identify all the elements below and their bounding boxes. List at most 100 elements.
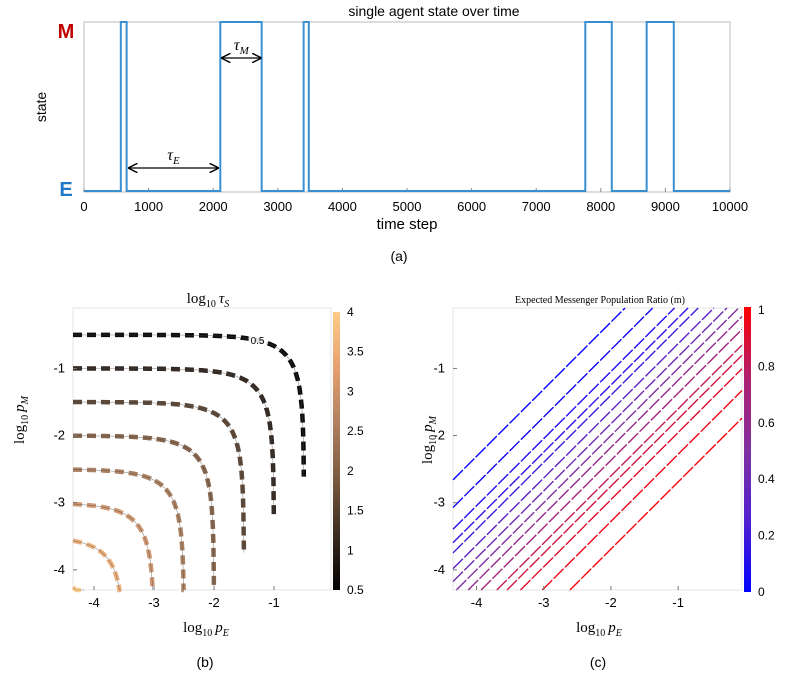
panel-c-ylabel: log10 pM bbox=[420, 415, 439, 464]
panel-c-ylabel-base: log bbox=[420, 444, 436, 464]
panel-a-xtick-label: 4000 bbox=[328, 199, 357, 214]
colorbar-tick-label: 0.8 bbox=[758, 359, 775, 373]
panel-b-axes: -4 -3 -2 -1 -1 -2 -3 -4 bbox=[53, 360, 279, 610]
contour-label-bg bbox=[248, 333, 267, 347]
panel-c-ylabel-sub: 10 bbox=[428, 435, 439, 445]
panel-b-title-sub: 10 bbox=[206, 299, 216, 310]
panel-b-title-var: τ bbox=[219, 291, 225, 307]
tau-m-label: τM bbox=[234, 37, 250, 57]
panel-a-title: single agent state over time bbox=[348, 3, 519, 19]
panel-c-ylabel-var-sub: M bbox=[428, 415, 439, 425]
xtick-label: -1 bbox=[268, 595, 280, 610]
panel-c-xlabel: log10 pE bbox=[576, 620, 622, 639]
contour-line-2 bbox=[72, 435, 215, 591]
panel-c-colorbar-ticks: 1 0.8 0.6 0.4 0.2 0 bbox=[758, 303, 775, 599]
contour-level-0.6 bbox=[467, 315, 743, 591]
colorbar-tick-label: 1 bbox=[347, 543, 354, 557]
colorbar-tick-label: 1.5 bbox=[347, 504, 364, 518]
contour-level-0.2 bbox=[452, 307, 699, 554]
panel-a-xtick-label: 9000 bbox=[651, 199, 680, 214]
colorbar-tick-label: 3 bbox=[347, 384, 354, 398]
colorbar-tick-label: 0.2 bbox=[758, 529, 775, 543]
colorbar-tick-label: 0.5 bbox=[347, 583, 364, 597]
panel-c-xlabel-sub: 10 bbox=[595, 628, 605, 639]
contour-level-0.15 bbox=[452, 307, 689, 544]
panel-a-xtick-label: 1000 bbox=[134, 199, 163, 214]
contour-line-1 bbox=[72, 368, 275, 515]
panel-b-contours bbox=[71, 332, 307, 593]
contour-level-0.95 bbox=[541, 390, 743, 591]
contour-level-0.98 bbox=[569, 417, 743, 591]
panel-c-axes: -4 -3 -2 -1 -1 -2 -3 -4 bbox=[433, 360, 683, 610]
contour-level-0.8 bbox=[496, 344, 743, 591]
panel-a-xtick-label: 0 bbox=[80, 199, 87, 214]
panel-a-frame bbox=[83, 21, 731, 193]
state-trace bbox=[84, 21, 730, 192]
xtick-label: -1 bbox=[672, 595, 684, 610]
panel-b-caption: (b) bbox=[196, 654, 213, 670]
contour-line-2.5 bbox=[72, 469, 184, 591]
panel-a-xlabel: time step bbox=[377, 216, 438, 233]
panel-a-xtick-label: 5000 bbox=[393, 199, 422, 214]
tau-e-sub: E bbox=[172, 155, 180, 167]
panel-c-plot-area bbox=[452, 307, 743, 591]
contour-level-0.9 bbox=[519, 368, 743, 591]
panel-b-ylabel: log10 pM bbox=[12, 395, 31, 444]
contour-level-0.7 bbox=[480, 328, 743, 591]
tau-m-sub: M bbox=[239, 45, 250, 57]
xtick-label: -2 bbox=[605, 595, 617, 610]
contour-line-3 bbox=[72, 503, 154, 591]
ytick-label: -4 bbox=[433, 562, 445, 577]
panel-a-caption: (a) bbox=[390, 248, 407, 264]
contour-level-0.05 bbox=[452, 307, 654, 508]
panel-b-xlabel-var: p bbox=[214, 620, 223, 636]
panel-a-annotations: τE τM bbox=[129, 37, 260, 168]
contour-level-0.5 bbox=[455, 307, 740, 591]
panel-b-colorbar bbox=[333, 312, 340, 590]
panel-a-xtick-label: 10000 bbox=[712, 199, 748, 214]
ytick-label: -1 bbox=[433, 360, 445, 375]
ytick-label: -2 bbox=[433, 428, 445, 443]
panel-a-xtick-label: 3000 bbox=[263, 199, 292, 214]
panel-c-contours bbox=[452, 307, 743, 591]
contour-level-0.3 bbox=[452, 307, 715, 570]
contour-line-4 bbox=[72, 586, 85, 591]
panel-b-ylabel-sub: 10 bbox=[20, 415, 31, 425]
panel-a-xtick-label: 7000 bbox=[522, 199, 551, 214]
xtick-label: -4 bbox=[88, 595, 100, 610]
panel-b-ylabel-var: p bbox=[12, 404, 28, 413]
panel-c-xlabel-var: p bbox=[607, 620, 616, 636]
panel-a-xtick-label: 6000 bbox=[457, 199, 486, 214]
panel-b-contour-labels: 0.5 bbox=[248, 333, 267, 347]
panel-b-title-var-sub: S bbox=[224, 299, 229, 310]
xtick-label: -2 bbox=[208, 595, 220, 610]
panel-b-xlabel-var-sub: E bbox=[222, 628, 229, 639]
tau-e-label: τE bbox=[167, 147, 180, 167]
colorbar-tick-label: 0.6 bbox=[758, 416, 775, 430]
panel-b-title: log10 τS bbox=[187, 291, 230, 310]
panel-b-ylabel-var-sub: M bbox=[20, 395, 31, 405]
panel-b-colorbar-ticks: 4 3.5 3 2.5 2 1.5 1 0.5 bbox=[347, 305, 364, 597]
ytick-label: -1 bbox=[53, 360, 65, 375]
ytick-label: -3 bbox=[433, 495, 445, 510]
contour-level-0.02 bbox=[452, 307, 626, 481]
panel-b-xlabel-base: log bbox=[183, 620, 203, 636]
panel-c-xlabel-var-sub: E bbox=[615, 628, 622, 639]
panel-a-xtick-label: 2000 bbox=[199, 199, 228, 214]
contour-label: 0.5 bbox=[251, 336, 265, 347]
ytick-label: -2 bbox=[53, 428, 65, 443]
panel-b-xlabel: log10 pE bbox=[183, 620, 229, 639]
panel-c-title: Expected Messenger Population Ratio (m) bbox=[515, 295, 685, 306]
colorbar-tick-label: 4 bbox=[347, 305, 354, 319]
panel-b: log10 τS 0.5 -4 -3 -2 -1-1-2-3-4 43.532.521.… bbox=[12, 291, 364, 670]
panel-b-xlabel-sub: 10 bbox=[202, 628, 212, 639]
contour-level-0.1 bbox=[452, 307, 676, 530]
colorbar-tick-label: 2.5 bbox=[347, 424, 364, 438]
contour-level-0.85 bbox=[506, 354, 743, 591]
ytick-label: -4 bbox=[53, 562, 65, 577]
panel-c-ylabel-var: p bbox=[420, 424, 436, 433]
colorbar-tick-label: 0 bbox=[758, 585, 765, 599]
panel-b-ylabel-base: log bbox=[12, 424, 28, 444]
panel-c-caption: (c) bbox=[590, 654, 606, 670]
